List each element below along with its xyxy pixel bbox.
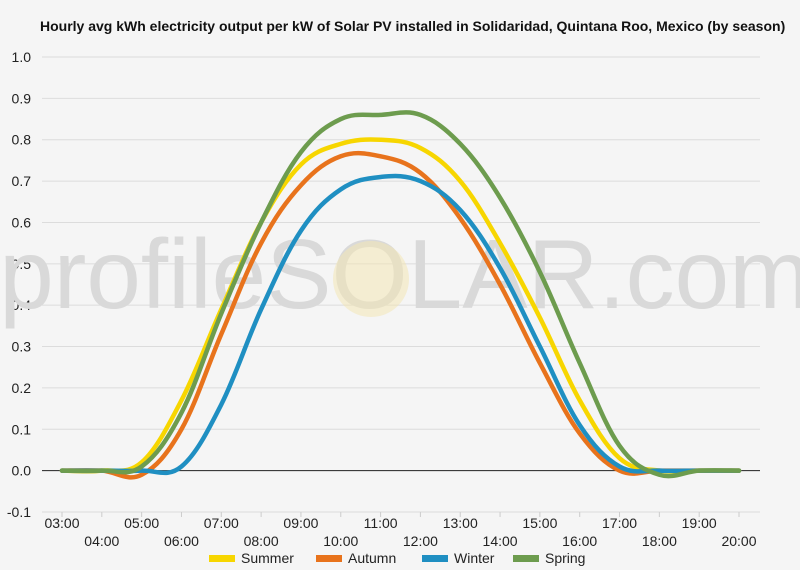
y-tick-label: 0.4 — [12, 297, 32, 313]
series-line-autumn — [59, 150, 742, 480]
x-tick-label: 16:00 — [562, 533, 597, 549]
series-line-winter — [59, 173, 742, 476]
x-tick-label: 19:00 — [682, 515, 717, 531]
x-tick-label: 03:00 — [44, 515, 79, 531]
legend-swatch-autumn — [316, 555, 342, 562]
y-tick-label: 0.7 — [12, 173, 32, 189]
y-tick-label: 0.5 — [12, 256, 32, 272]
x-tick-label: 14:00 — [483, 533, 518, 549]
x-tick-label: 18:00 — [642, 533, 677, 549]
x-tick-label: 09:00 — [283, 515, 318, 531]
y-tick-label: 0.6 — [12, 214, 32, 230]
x-tick-label: 08:00 — [244, 533, 279, 549]
x-tick-label: 11:00 — [364, 515, 398, 531]
legend-label-autumn: Autumn — [348, 550, 396, 566]
legend-label-spring: Spring — [545, 550, 585, 566]
x-tick-label: 12:00 — [403, 533, 438, 549]
watermark-sun-icon — [333, 241, 409, 317]
x-tick-label: 20:00 — [721, 533, 756, 549]
x-tick-label: 05:00 — [124, 515, 159, 531]
y-tick-label: -0.1 — [7, 504, 31, 520]
chart-title: Hourly avg kWh electricity output per kW… — [40, 18, 786, 34]
x-tick-label: 17:00 — [602, 515, 637, 531]
x-tick-label: 07:00 — [204, 515, 239, 531]
y-tick-label: 0.9 — [12, 90, 32, 106]
series-line-spring — [59, 110, 742, 479]
x-tick-label: 13:00 — [443, 515, 478, 531]
y-tick-label: 0.2 — [12, 380, 32, 396]
x-tick-label: 04:00 — [84, 533, 119, 549]
legend-swatch-summer — [209, 555, 235, 562]
x-tick-label: 10:00 — [323, 533, 358, 549]
legend-label-summer: Summer — [241, 550, 294, 566]
x-tick-label: 15:00 — [522, 515, 557, 531]
series-line-summer — [59, 137, 742, 474]
y-tick-label: 1.0 — [12, 49, 32, 65]
legend-label-winter: Winter — [454, 550, 495, 566]
y-tick-label: 0.8 — [12, 132, 32, 148]
y-tick-label: 0.3 — [12, 339, 32, 355]
legend-swatch-winter — [422, 555, 448, 562]
y-tick-label: 0.0 — [12, 463, 32, 479]
x-tick-label: 06:00 — [164, 533, 199, 549]
y-tick-label: 0.1 — [12, 421, 32, 437]
legend-swatch-spring — [513, 555, 539, 562]
